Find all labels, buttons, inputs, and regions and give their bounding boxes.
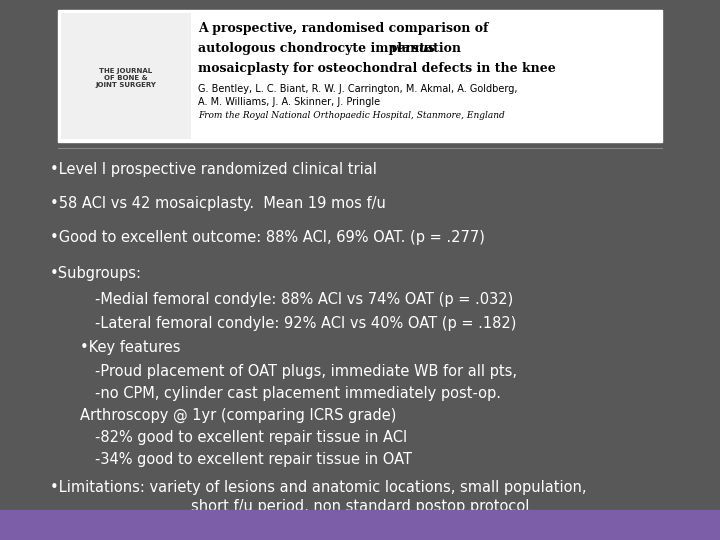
Bar — [58, 10, 662, 142]
Bar — [61, 13, 191, 139]
Text: •Limitations: variety of lesions and anatomic locations, small population,: •Limitations: variety of lesions and ana… — [50, 480, 587, 495]
Text: Arthroscopy @ 1yr (comparing ICRS grade): Arthroscopy @ 1yr (comparing ICRS grade) — [80, 408, 397, 423]
Text: •58 ACI vs 42 mosaicplasty.  Mean 19 mos f/u: •58 ACI vs 42 mosaicplasty. Mean 19 mos … — [50, 196, 386, 211]
Text: •Good to excellent outcome: 88% ACI, 69% OAT. (p = .277): •Good to excellent outcome: 88% ACI, 69%… — [50, 230, 485, 245]
Text: -34% good to excellent repair tissue in OAT: -34% good to excellent repair tissue in … — [95, 452, 412, 467]
Text: -no CPM, cylinder cast placement immediately post-op.: -no CPM, cylinder cast placement immedia… — [95, 386, 501, 401]
Bar — [0, 510, 720, 540]
Text: THE JOURNAL
OF BONE &
JOINT SURGERY: THE JOURNAL OF BONE & JOINT SURGERY — [96, 68, 156, 88]
Text: short f/u period, non standard postop protocol: short f/u period, non standard postop pr… — [191, 499, 529, 514]
Text: From the Royal National Orthopaedic Hospital, Stanmore, England: From the Royal National Orthopaedic Hosp… — [198, 111, 505, 120]
Text: •Level I prospective randomized clinical trial: •Level I prospective randomized clinical… — [50, 162, 377, 177]
Text: -82% good to excellent repair tissue in ACI: -82% good to excellent repair tissue in … — [95, 430, 408, 445]
Text: -Proud placement of OAT plugs, immediate WB for all pts,: -Proud placement of OAT plugs, immediate… — [95, 364, 517, 379]
Text: A. M. Williams, J. A. Skinner, J. Pringle: A. M. Williams, J. A. Skinner, J. Pringl… — [198, 97, 380, 107]
Text: G. Bentley, L. C. Biant, R. W. J. Carrington, M. Akmal, A. Goldberg,: G. Bentley, L. C. Biant, R. W. J. Carrin… — [198, 84, 518, 94]
Text: A prospective, randomised comparison of: A prospective, randomised comparison of — [198, 22, 488, 35]
Text: •Key features: •Key features — [80, 340, 181, 355]
Text: autologous chondrocyte implantation: autologous chondrocyte implantation — [198, 42, 465, 55]
Text: •Subgroups:: •Subgroups: — [50, 266, 142, 281]
Text: mosaicplasty for osteochondral defects in the knee: mosaicplasty for osteochondral defects i… — [198, 62, 556, 75]
Text: -Lateral femoral condyle: 92% ACI vs 40% OAT (p = .182): -Lateral femoral condyle: 92% ACI vs 40%… — [95, 316, 516, 331]
Text: -Medial femoral condyle: 88% ACI vs 74% OAT (p = .032): -Medial femoral condyle: 88% ACI vs 74% … — [95, 292, 513, 307]
Text: versus: versus — [390, 42, 436, 55]
